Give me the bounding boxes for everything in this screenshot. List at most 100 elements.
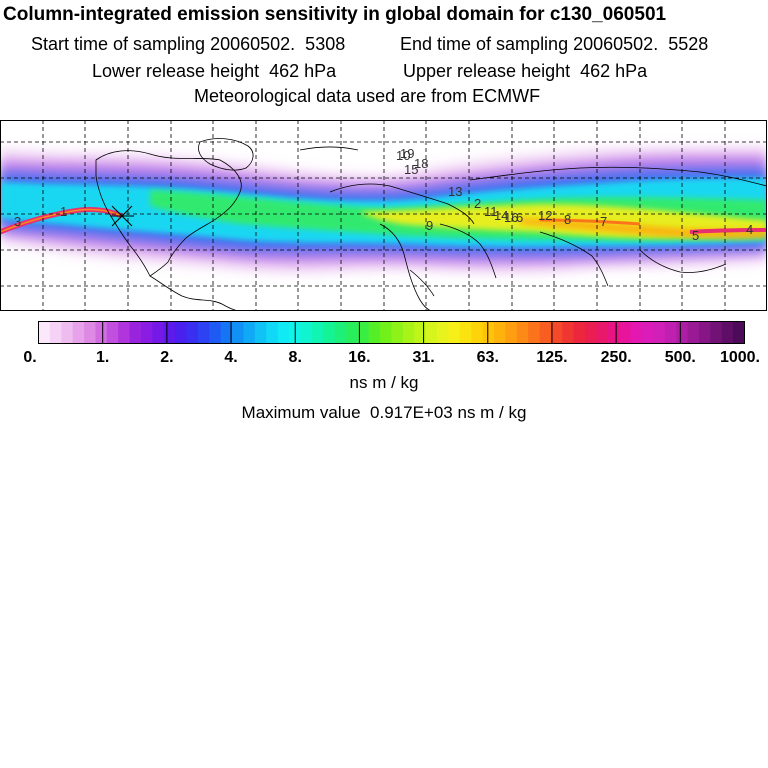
- colorbar: 0. 1. 2. 4. 8. 16. 31. 63. 125. 250. 500. 1000.: [23, 321, 760, 366]
- start-time-value: 20060502. 5308: [210, 34, 346, 54]
- maximum-value-label: Maximum value: [241, 403, 361, 422]
- colorbar-swatch: [277, 321, 290, 344]
- colorbar-swatch: [437, 321, 449, 344]
- trajectory-label: 5: [692, 228, 699, 243]
- colorbar-swatch: [357, 321, 370, 344]
- colorbar-swatch: [721, 321, 734, 344]
- colorbar-swatch: [95, 321, 108, 344]
- colorbar-swatch: [664, 321, 677, 344]
- colorbar-swatch: [585, 321, 597, 344]
- colorbar-swatch: [414, 321, 427, 344]
- colorbar-swatch: [687, 321, 700, 344]
- colorbar-swatch: [573, 321, 586, 344]
- emission-sensitivity-map: 1 2 3 4 5 6 7 8 9 10 11 12 13 14 15 16 1…: [0, 120, 767, 311]
- colorbar-swatch: [459, 321, 472, 344]
- colorbar-swatch: [380, 321, 392, 344]
- colorbar-tick-label: 125.: [536, 349, 567, 366]
- colorbar-swatch: [493, 321, 506, 344]
- colorbar-swatch: [254, 321, 267, 344]
- trajectory-label: 10: [396, 148, 410, 163]
- trajectory-label: 16: [504, 210, 518, 225]
- colorbar-swatch: [220, 321, 233, 344]
- colorbar-swatch: [129, 321, 142, 344]
- trajectory-label: 19: [400, 146, 414, 161]
- colorbar-swatch: [38, 321, 51, 344]
- colorbar-swatch: [562, 321, 575, 344]
- colorbar-swatch: [72, 321, 85, 344]
- colorbar-tick-label: 16.: [348, 349, 370, 366]
- lower-height-value: 462 hPa: [269, 61, 337, 81]
- colorbar-frame: [38, 321, 745, 344]
- colorbar-units: ns m / kg: [349, 373, 419, 392]
- trajectory-label: 14: [494, 208, 508, 223]
- colorbar-swatch: [676, 321, 688, 344]
- colorbar-tick-label: 63.: [477, 349, 499, 366]
- sensitivity-field: [0, 146, 767, 274]
- colorbar-tick-label: 0.: [23, 349, 36, 366]
- start-time-label: Start time of sampling: [31, 34, 206, 54]
- upper-height-label: Upper release height: [403, 61, 571, 81]
- colorbar-swatch: [49, 321, 62, 344]
- colorbar-swatch: [528, 321, 540, 344]
- trajectory-label: 12: [538, 208, 552, 223]
- colorbar-swatch: [425, 321, 438, 344]
- colorbar-swatch: [345, 321, 358, 344]
- colorbar-tick-label: 250.: [601, 349, 632, 366]
- colorbar-swatch: [653, 321, 666, 344]
- colorbar-swatch: [505, 321, 518, 344]
- colorbar-swatch: [402, 321, 415, 344]
- colorbar-swatch: [266, 321, 279, 344]
- trajectory-labels: 1 2 3 4 5 6 7 8 9 10 11 12 13 14 15 16 1…: [14, 146, 753, 243]
- colorbar-swatch: [391, 321, 404, 344]
- colorbar-swatch: [140, 321, 153, 344]
- maximum-value-line: Maximum value 0.917E+03 ns m / kg: [0, 403, 768, 423]
- colorbar-swatch: [482, 321, 495, 344]
- colorbar-swatch: [471, 321, 483, 344]
- colorbar-tick-label: 4.: [224, 349, 237, 366]
- colorbar-swatches: [38, 321, 745, 344]
- graticule: [0, 120, 767, 311]
- colorbar-ticks: [102, 321, 681, 344]
- colorbar-swatch: [642, 321, 654, 344]
- colorbar-swatch: [323, 321, 335, 344]
- colorbar-swatch: [61, 321, 74, 344]
- colorbar-swatch: [118, 321, 130, 344]
- colorbar-labels: 0. 1. 2. 4. 8. 16. 31. 63. 125. 250. 500. 1000.: [23, 349, 760, 366]
- colorbar-swatch: [152, 321, 165, 344]
- plot-title: Column-integrated emission sensitivity i…: [3, 4, 667, 25]
- trajectory-label: 15: [404, 162, 418, 177]
- trajectory-label: 8: [564, 212, 571, 227]
- colorbar-swatch: [175, 321, 187, 344]
- colorbar-swatch: [596, 321, 609, 344]
- trajectory-label: 1: [60, 204, 67, 219]
- colorbar-tick-label: 31.: [412, 349, 434, 366]
- colorbar-swatch: [163, 321, 176, 344]
- trajectory-label: 7: [600, 214, 607, 229]
- colorbar-tick-label: 1000.: [720, 349, 760, 366]
- trajectory-label: 18: [414, 156, 428, 171]
- colorbar-swatch: [209, 321, 222, 344]
- lower-height-label: Lower release height: [92, 61, 260, 81]
- trajectory-label: 4: [746, 222, 753, 237]
- upper-height-value: 462 hPa: [580, 61, 648, 81]
- end-time-value: 20060502. 5528: [573, 34, 709, 54]
- colorbar-swatch: [698, 321, 711, 344]
- colorbar-tick-label: 500.: [665, 349, 696, 366]
- trajectory-label: 3: [14, 214, 21, 229]
- colorbar-swatch: [733, 321, 745, 344]
- maximum-value-units: ns m / kg: [457, 403, 527, 422]
- lower-height-line: Lower release height 462 hPa: [92, 61, 336, 82]
- colorbar-tick-label: 2.: [160, 349, 173, 366]
- colorbar-swatch: [300, 321, 313, 344]
- trajectory-label: 11: [484, 204, 498, 219]
- colorbar-swatch: [84, 321, 96, 344]
- trajectory-label: 9: [426, 218, 433, 233]
- maximum-value: 0.917E+03: [370, 403, 453, 422]
- release-point-marker: [110, 205, 134, 227]
- end-time-label: End time of sampling: [400, 34, 569, 54]
- colorbar-swatch: [539, 321, 552, 344]
- colorbar-tick-label: 8.: [289, 349, 302, 366]
- colorbar-swatch: [710, 321, 723, 344]
- end-time-line: End time of sampling 20060502. 5528: [400, 34, 708, 55]
- coastlines: [95, 138, 767, 311]
